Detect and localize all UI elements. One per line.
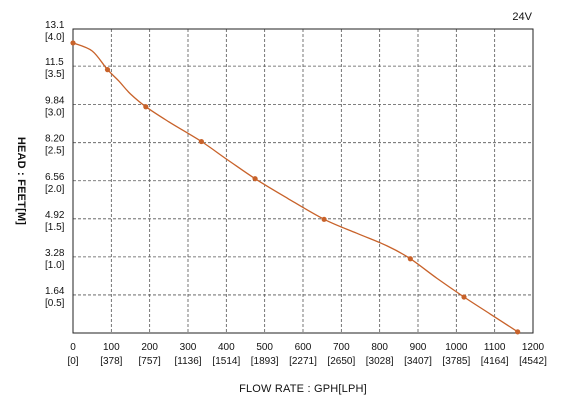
y-tick-label: 3.28 (45, 248, 65, 259)
x-tick-sublabel: [3785] (442, 356, 470, 367)
data-point (198, 138, 205, 145)
x-tick-sublabel: [3407] (404, 356, 432, 367)
data-point (70, 40, 76, 46)
x-tick-sublabel: [1514] (212, 356, 240, 367)
data-point (143, 104, 149, 110)
series-line (72, 42, 519, 333)
voltage-label: 24V (512, 11, 532, 23)
x-tick-label: 1200 (522, 342, 545, 353)
x-tick-label: 700 (333, 342, 350, 353)
data-point (252, 176, 258, 182)
x-tick-sublabel: [2271] (289, 356, 317, 367)
x-tick-label: 800 (371, 342, 388, 353)
y-tick-sublabel: [4.0] (45, 32, 65, 43)
x-tick-sublabel: [4164] (481, 356, 509, 367)
x-axis-ticks: 0 [0] 100 [378] 200 [757] 300 [1136] 400 [1514] 50… (67, 342, 547, 367)
x-tick-label: 100 (103, 342, 120, 353)
x-tick-label: 400 (218, 342, 235, 353)
x-tick-sublabel: [1893] (251, 356, 279, 367)
series-layer (70, 40, 521, 335)
data-point (407, 256, 413, 262)
grid-lines (73, 29, 533, 333)
x-tick-label: 0 (70, 342, 76, 353)
data-point (461, 294, 467, 300)
y-axis-ticks: 13.1[4.0] 11.5[3.5] 9.84[3.0] 8.20[2.5] 6.56… (45, 20, 65, 309)
y-tick-sublabel: [2.0] (45, 184, 65, 195)
data-point (515, 329, 521, 335)
x-tick-sublabel: [0] (67, 356, 78, 367)
x-tick-sublabel: [3028] (366, 356, 394, 367)
y-tick-label: 13.1 (45, 20, 65, 31)
x-tick-label: 600 (295, 342, 312, 353)
x-tick-label: 1000 (445, 342, 468, 353)
x-tick-label: 200 (141, 342, 158, 353)
y-tick-sublabel: [1.5] (45, 222, 65, 233)
x-axis-title: FLOW RATE : GPH[LPH] (239, 383, 367, 395)
y-tick-label: 1.64 (45, 286, 65, 297)
y-tick-label: 9.84 (45, 96, 65, 107)
y-axis-title: HEAD : FEET[M] (15, 137, 27, 225)
y-tick-label: 8.20 (45, 134, 65, 145)
x-tick-sublabel: [378] (100, 356, 122, 367)
x-tick-sublabel: [4542] (519, 356, 547, 367)
plot-area (72, 28, 534, 334)
y-tick-sublabel: [2.5] (45, 146, 65, 157)
y-tick-label: 4.92 (45, 210, 65, 221)
data-point (321, 216, 327, 222)
data-point (104, 67, 111, 73)
x-tick-label: 900 (410, 342, 427, 353)
x-tick-sublabel: [757] (139, 356, 161, 367)
x-tick-label: 1100 (484, 342, 506, 353)
y-tick-label: 6.56 (45, 172, 65, 183)
x-tick-sublabel: [1136] (174, 356, 201, 367)
y-tick-sublabel: [3.5] (45, 69, 65, 80)
y-tick-sublabel: [1.0] (45, 260, 65, 271)
y-tick-sublabel: [3.0] (45, 108, 65, 119)
y-tick-sublabel: [0.5] (45, 298, 65, 309)
x-tick-sublabel: [2650] (327, 356, 355, 367)
x-tick-label: 300 (180, 342, 197, 353)
x-tick-label: 500 (256, 342, 273, 353)
y-tick-label: 11.5 (45, 57, 64, 68)
